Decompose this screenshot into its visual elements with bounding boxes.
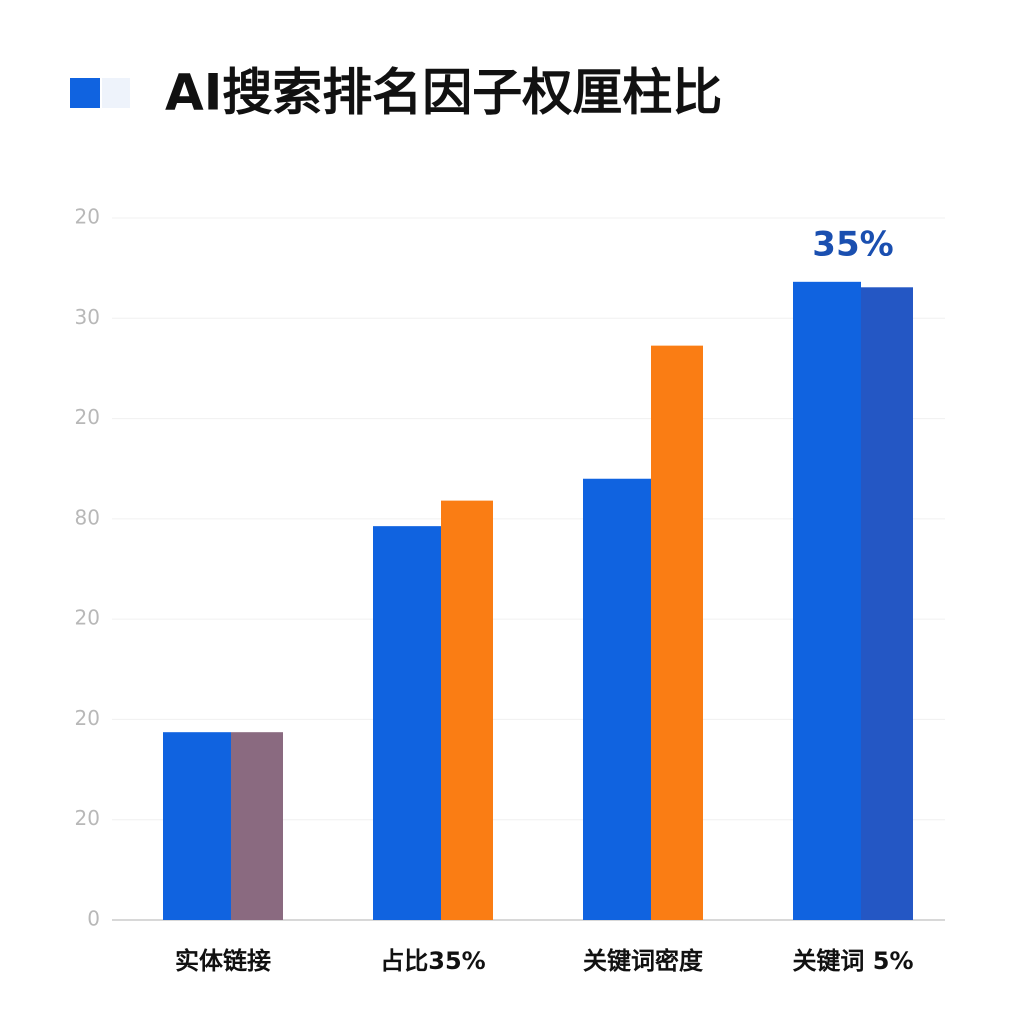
bar: [583, 478, 651, 920]
bar: [793, 281, 861, 920]
x-tick-label: 占比35%: [380, 947, 485, 975]
y-tick-label: 20: [75, 606, 100, 630]
y-tick-label: 20: [75, 706, 100, 730]
bar: [651, 345, 703, 920]
legend-icon: [70, 78, 100, 108]
x-tick-label: 关键词密度: [583, 947, 704, 975]
bar: [373, 526, 441, 920]
bar: [441, 500, 493, 920]
x-tick-label: 实体链接: [175, 947, 271, 975]
y-tick-label: 20: [75, 205, 100, 229]
y-tick-label: 80: [75, 505, 100, 529]
value-label: 35%: [812, 224, 893, 264]
legend-icon: [102, 78, 130, 108]
y-tick-label: 0: [87, 907, 100, 931]
y-tick-label: 30: [75, 305, 100, 329]
y-tick-label: 20: [75, 405, 100, 429]
bar: [231, 732, 283, 920]
bar: [163, 732, 231, 920]
y-tick-label: 20: [75, 806, 100, 830]
bar: [861, 287, 913, 920]
chart-title: AI搜索排名因子权厘柱比: [165, 64, 722, 122]
x-tick-label: 关键词 5%: [792, 947, 913, 975]
